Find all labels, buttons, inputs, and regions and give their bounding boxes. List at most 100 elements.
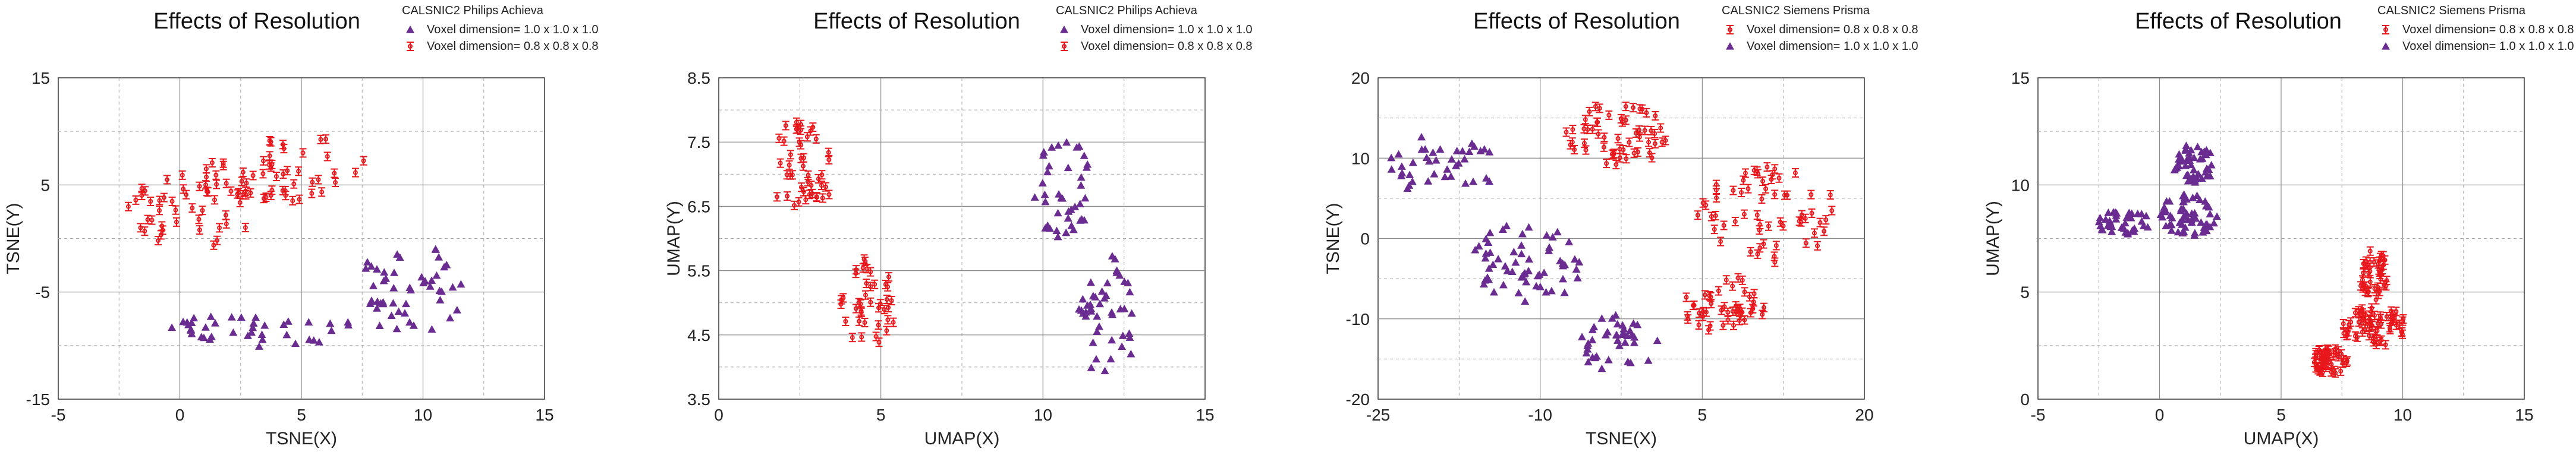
- data-point-triangle: [1540, 268, 1549, 276]
- y-axis-label: UMAP(Y): [664, 201, 684, 276]
- data-point-errbar: [1715, 286, 1722, 296]
- data-point-errbar: [2398, 329, 2406, 339]
- data-point-errbar: [331, 168, 338, 178]
- data-point-triangle: [1038, 179, 1047, 187]
- data-point-triangle: [1499, 280, 1508, 289]
- data-point-errbar: [1730, 320, 1738, 330]
- data-point-errbar: [804, 170, 812, 180]
- data-point-triangle: [431, 245, 440, 252]
- data-point-triangle: [2189, 166, 2198, 173]
- data-point-errbar: [1652, 110, 1659, 121]
- data-point-triangle: [1097, 287, 1106, 295]
- data-point-triangle: [2094, 217, 2103, 226]
- data-point-triangle: [1509, 248, 1518, 255]
- data-point-errbar: [124, 201, 132, 211]
- legend-entry-label: Voxel dimension= 1.0 x 1.0 x 1.0: [427, 23, 599, 36]
- data-point-triangle: [229, 328, 238, 336]
- data-point-triangle: [1118, 331, 1127, 339]
- data-point-triangle: [1494, 255, 1503, 263]
- data-point-triangle: [210, 319, 219, 327]
- data-point-triangle: [205, 335, 214, 343]
- data-point-errbar: [773, 192, 781, 202]
- data-point-triangle: [1421, 145, 1430, 153]
- data-point-triangle: [168, 323, 177, 331]
- data-point-triangle: [1486, 228, 1495, 236]
- data-point-triangle: [1397, 162, 1406, 170]
- data-point-triangle: [435, 286, 444, 295]
- x-tick-label: 15: [535, 406, 553, 424]
- data-point-triangle: [1524, 266, 1533, 274]
- data-point-triangle: [2161, 206, 2170, 214]
- data-point-errbar: [1740, 209, 1748, 219]
- data-point-errbar: [2395, 319, 2403, 329]
- data-point-errbar: [2344, 330, 2351, 340]
- data-point-triangle: [1115, 271, 1124, 279]
- data-point-errbar: [1722, 275, 1730, 285]
- data-point-errbar: [147, 197, 155, 207]
- data-point-errbar: [1738, 188, 1745, 198]
- data-point-triangle: [1039, 151, 1048, 159]
- data-point-errbar: [1828, 206, 1836, 216]
- data-point-triangle: [2167, 226, 2176, 234]
- data-point-triangle: [2167, 220, 2176, 229]
- data-point-errbar: [867, 267, 875, 277]
- data-point-errbar: [160, 192, 168, 203]
- x-tick-label: 5: [1698, 406, 1707, 424]
- data-point-triangle: [2168, 213, 2176, 222]
- data-point-triangle: [401, 309, 410, 317]
- data-point-errbar: [2366, 246, 2374, 256]
- data-point-triangle: [1470, 142, 1479, 150]
- data-point-errbar: [857, 307, 865, 317]
- legend-title: CALSNIC2 Siemens Prisma: [1722, 4, 1870, 17]
- data-point-errbar: [1758, 194, 1766, 204]
- legend-marker-triangle: [1726, 42, 1734, 50]
- data-point-triangle: [1482, 235, 1490, 242]
- data-point-errbar: [1612, 160, 1620, 170]
- data-point-errbar: [1586, 106, 1593, 116]
- data-point-errbar: [216, 223, 224, 233]
- data-point-triangle: [1040, 190, 1049, 198]
- data-point-triangle: [1460, 154, 1469, 163]
- data-point-triangle: [1545, 243, 1553, 251]
- y-tick-label: -20: [1346, 390, 1370, 409]
- data-point-errbar: [1764, 221, 1772, 231]
- chart-title: Effects of Resolution: [2135, 9, 2342, 34]
- data-point-triangle: [1077, 173, 1086, 181]
- data-point-errbar: [861, 317, 869, 327]
- data-point-errbar: [2392, 307, 2400, 317]
- data-point-triangle: [1075, 200, 1084, 207]
- data-point-triangle: [1570, 255, 1579, 263]
- data-point-errbar: [842, 317, 850, 327]
- data-point-errbar: [2371, 284, 2379, 294]
- data-point-triangle: [1089, 292, 1097, 299]
- data-point-triangle: [2201, 168, 2210, 176]
- data-point-triangle: [1465, 147, 1474, 156]
- data-point-errbar: [782, 121, 790, 131]
- data-point-triangle: [435, 253, 444, 261]
- data-point-errbar: [785, 160, 793, 170]
- data-point-triangle: [405, 318, 414, 326]
- data-point-triangle: [1558, 274, 1567, 283]
- y-tick-label: 15: [32, 69, 50, 87]
- x-tick-label: -10: [1528, 406, 1552, 424]
- data-point-triangle: [417, 273, 426, 281]
- data-point-triangle: [237, 313, 246, 321]
- data-point-errbar: [884, 282, 892, 292]
- data-point-errbar: [1797, 217, 1805, 227]
- data-point-triangle: [2139, 222, 2148, 229]
- data-point-triangle: [2125, 210, 2134, 218]
- data-point-triangle: [2200, 147, 2209, 155]
- data-point-errbar: [196, 181, 203, 191]
- data-point-errbar: [212, 170, 220, 180]
- data-point-errbar: [202, 164, 210, 174]
- y-tick-label: -15: [26, 390, 50, 409]
- data-point-errbar: [1645, 137, 1653, 147]
- data-point-errbar: [1775, 173, 1783, 183]
- legend: CALSNIC2 Philips Achieva Voxel dimension=…: [402, 4, 599, 53]
- data-point-errbar: [799, 161, 807, 171]
- data-point-errbar: [1625, 137, 1633, 147]
- data-point-triangle: [2181, 162, 2190, 169]
- data-point-triangle: [257, 330, 266, 338]
- data-point-errbar: [1600, 132, 1608, 143]
- data-point-triangle: [326, 319, 335, 327]
